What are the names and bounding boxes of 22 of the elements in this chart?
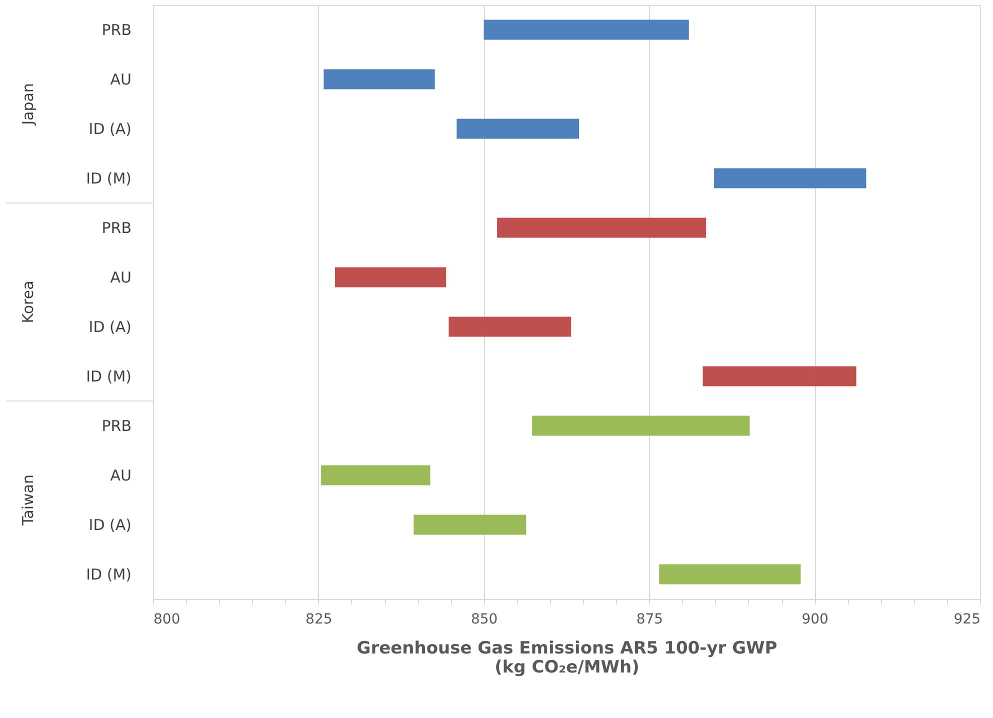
x-tick-label: 800 <box>154 612 180 628</box>
x-tick-label: 875 <box>636 612 664 628</box>
text: Japan <box>19 83 37 126</box>
y-tick-label: PRB <box>102 218 132 237</box>
y-tick-label: ID (M) <box>86 169 132 188</box>
x-tick-label: 925 <box>954 612 980 628</box>
text: Taiwan <box>19 474 37 527</box>
text: Korea <box>19 280 37 324</box>
y-tick-label: ID (A) <box>88 318 132 336</box>
y-tick-label: AU <box>110 70 132 88</box>
y-tick-label: ID (A) <box>88 120 132 138</box>
x-tick-label: 850 <box>470 612 498 628</box>
y-tick-label: PRB <box>102 416 132 435</box>
x-tick-label: 900 <box>802 612 828 628</box>
y-tick-label: PRB <box>102 20 132 39</box>
x-tick-label: 825 <box>306 612 332 628</box>
y-tick-label: ID (A) <box>88 516 132 534</box>
y-tick-label: AU <box>110 466 132 484</box>
y-tick-label: ID (M) <box>86 565 132 584</box>
y-tick-label: ID (M) <box>86 367 132 386</box>
y-tick-label: AU <box>110 268 132 286</box>
x-axis-title: Greenhouse Gas Emissions AR5 100-yr GWP (kg CO₂e/MWh) <box>356 638 778 678</box>
